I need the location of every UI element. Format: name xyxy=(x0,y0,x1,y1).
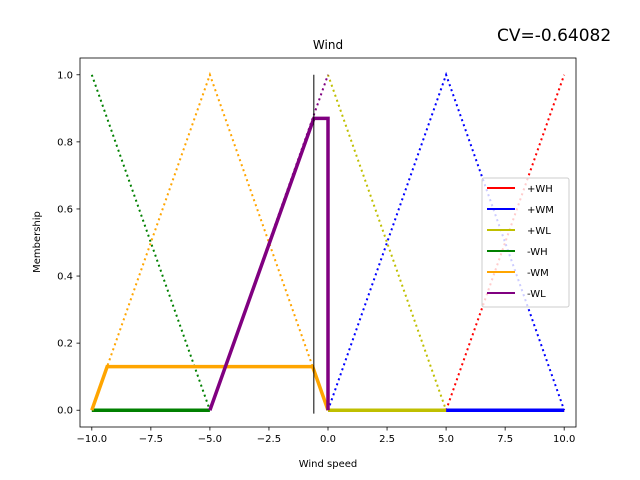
x-tick-label: 0.0 xyxy=(320,434,336,445)
x-tick-label: −2.5 xyxy=(257,434,281,445)
y-tick-label: 0.2 xyxy=(57,339,73,350)
legend-label-posneg-wh: +WH xyxy=(527,184,553,195)
y-tick-label: 1.0 xyxy=(57,70,73,81)
activation-line-neg-wm xyxy=(90,364,330,411)
x-tick-label: −5.0 xyxy=(198,434,222,445)
membership-line-posneg-wm xyxy=(327,71,566,411)
legend-label-posneg-wm: +WM xyxy=(527,205,554,216)
legend-items: +WH +WM +WL -WH -WM -WL xyxy=(487,184,554,300)
y-tick-label: 0.0 xyxy=(57,406,73,417)
x-axis-label: Wind speed xyxy=(299,459,358,470)
membership-line-neg-wh xyxy=(90,74,211,411)
y-tick-label: 0.8 xyxy=(57,137,73,148)
activation-line-neg-wl xyxy=(208,116,330,411)
x-tick-label: −7.5 xyxy=(139,434,163,445)
y-tick-label: 0.6 xyxy=(57,204,73,215)
x-tick-label: 5.0 xyxy=(438,434,454,445)
y-axis-ticks: 0.0 0.2 0.4 0.6 0.8 1.0 xyxy=(57,70,80,417)
legend-label-posneg-wl: +WL xyxy=(527,226,551,237)
y-axis-label: Membership xyxy=(32,211,43,273)
x-tick-label: 2.5 xyxy=(379,434,395,445)
legend: +WH +WM +WL -WH -WM -WL xyxy=(481,177,570,308)
chart-title: Wind xyxy=(313,38,343,52)
y-tick-label: 0.4 xyxy=(57,272,73,283)
activation-curves xyxy=(90,116,565,412)
legend-label-neg-wh: -WH xyxy=(527,247,548,258)
x-tick-label: 7.5 xyxy=(497,434,513,445)
cv-annotation: CV=-0.64082 xyxy=(497,26,611,46)
legend-label-neg-wl: -WL xyxy=(527,289,546,300)
legend-frame xyxy=(481,177,570,308)
membership-line-neg-wm xyxy=(90,71,329,411)
membership-line-posneg-wh xyxy=(445,74,566,411)
x-tick-label: −10.0 xyxy=(76,434,107,445)
membership-line-posneg-wl xyxy=(327,74,448,411)
x-tick-label: 10.0 xyxy=(553,434,575,445)
x-axis-ticks: −10.0 −7.5 −5.0 −2.5 0.0 2.5 5.0 7.5 10.0 xyxy=(76,427,575,445)
legend-label-neg-wm: -WM xyxy=(527,268,549,279)
